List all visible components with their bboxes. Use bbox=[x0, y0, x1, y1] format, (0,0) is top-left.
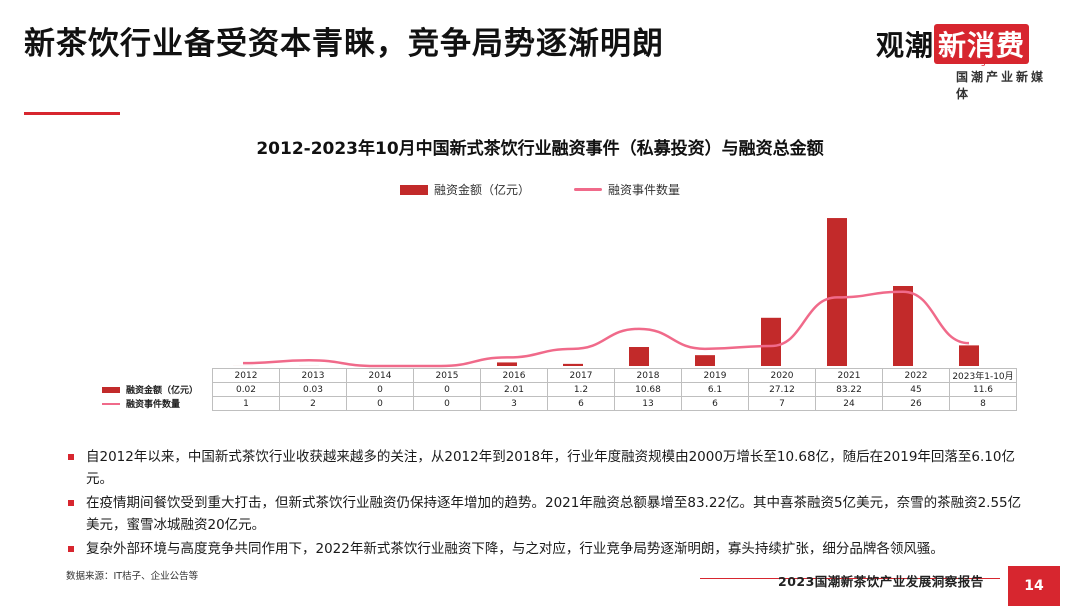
legend-item-amount: 融资金额（亿元） bbox=[400, 181, 530, 198]
bar-2022 bbox=[893, 286, 913, 366]
bullet-text: 复杂外部环境与高度竞争共同作用下，2022年新式茶饮行业融资下降，与之对应，行业… bbox=[86, 541, 944, 557]
bullet-text: 在疫情期间餐饮受到重大打击，但新式茶饮行业融资仍保持逐年增加的趋势。2021年融… bbox=[86, 495, 1022, 533]
table-row-label: 融资金额（亿元） bbox=[126, 386, 199, 396]
table-cell: 2017 bbox=[547, 368, 615, 383]
page-number: 14 bbox=[1008, 566, 1060, 606]
footer-divider bbox=[700, 578, 1000, 579]
table-cell: 2015 bbox=[413, 368, 481, 383]
table-cell: 26 bbox=[882, 396, 950, 411]
table-cell: 2023年1-10月 bbox=[949, 368, 1017, 383]
table-cell: 1 bbox=[212, 396, 280, 411]
table-cell: 6 bbox=[681, 396, 749, 411]
logo-text-b: 新消费 bbox=[934, 24, 1030, 64]
table-corner bbox=[96, 369, 213, 383]
table-cell: 6 bbox=[547, 396, 615, 411]
table-row-head-count: 融资事件数量 bbox=[96, 397, 213, 411]
line-series-count bbox=[242, 290, 970, 368]
table-cell: 2019 bbox=[681, 368, 749, 383]
logo-wordmark: 观潮 新消费 bbox=[876, 24, 1030, 64]
legend-label-amount: 融资金额（亿元） bbox=[434, 183, 531, 197]
table-cell: 2012 bbox=[212, 368, 280, 383]
table-cell: 0 bbox=[346, 396, 414, 411]
bar-2019 bbox=[695, 355, 715, 366]
table-swatch-bar bbox=[102, 386, 120, 393]
bullet-list: 自2012年以来，中国新式茶饮行业收获越来越多的关注，从2012年到2018年，… bbox=[68, 446, 1028, 562]
table-cell: 45 bbox=[882, 382, 950, 397]
table-row-count: 融资事件数量 1 2 0 0 3 6 13 6 7 24 26 8 bbox=[96, 396, 1017, 411]
bar-2016 bbox=[497, 362, 517, 366]
table-swatch-line bbox=[102, 402, 120, 405]
bar-2020 bbox=[761, 317, 781, 366]
bullet-item: 复杂外部环境与高度竞争共同作用下，2022年新式茶饮行业融资下降，与之对应，行业… bbox=[68, 538, 1028, 560]
report-name: 2023国潮新茶饮产业发展洞察报告 bbox=[778, 574, 984, 589]
bullet-marker bbox=[68, 500, 74, 506]
table-cell: 2013 bbox=[279, 368, 347, 383]
legend-label-count: 融资事件数量 bbox=[608, 183, 681, 197]
data-source: 数据来源：IT桔子、企业公告等 bbox=[66, 571, 199, 582]
chart-title: 2012-2023年10月中国新式茶饮行业融资事件（私募投资）与融资总金额 bbox=[256, 139, 824, 159]
legend-item-count: 融资事件数量 bbox=[574, 181, 680, 198]
table-cell: 3 bbox=[480, 396, 548, 411]
legend-swatch-bar bbox=[400, 184, 428, 195]
table-cell: 0 bbox=[346, 382, 414, 397]
table-cell: 0.03 bbox=[279, 382, 347, 397]
page-title: 新茶饮行业备受资本青睐，竞争局势逐渐明朗 bbox=[24, 26, 664, 62]
table-cell: 2021 bbox=[815, 368, 883, 383]
bullet-marker bbox=[68, 454, 74, 460]
logo-tagline: 国潮产业新媒体 bbox=[956, 70, 1047, 101]
bar-2021 bbox=[827, 218, 847, 366]
table-cell: 1.2 bbox=[547, 382, 615, 397]
table-cell: 2022 bbox=[882, 368, 950, 383]
table-cell: 2.01 bbox=[480, 382, 548, 397]
table-cell: 11.6 bbox=[949, 382, 1017, 397]
table-cell: 2 bbox=[279, 396, 347, 411]
table-cell: 6.1 bbox=[681, 382, 749, 397]
bullet-item: 在疫情期间餐饮受到重大打击，但新式茶饮行业融资仍保持逐年增加的趋势。2021年融… bbox=[68, 492, 1028, 536]
chart-legend: 融资金额（亿元） 融资事件数量 bbox=[400, 181, 724, 198]
table-cell: 24 bbox=[815, 396, 883, 411]
table-cell: 10.68 bbox=[614, 382, 682, 397]
bar-2023年1-10月 bbox=[959, 345, 979, 366]
table-cell: 0 bbox=[413, 396, 481, 411]
bullet-text: 自2012年以来，中国新式茶饮行业收获越来越多的关注，从2012年到2018年，… bbox=[86, 449, 1015, 487]
table-cell: 0 bbox=[413, 382, 481, 397]
bullet-marker bbox=[68, 546, 74, 552]
table-row-amount: 融资金额（亿元） 0.02 0.03 0 0 2.01 1.2 10.68 6.1 27.12 83… bbox=[96, 382, 1017, 397]
logo-domain: tidesight.com bbox=[948, 57, 1019, 67]
table-cell: 2016 bbox=[480, 368, 548, 383]
table-cell: 8 bbox=[949, 396, 1017, 411]
table-cell: 2020 bbox=[748, 368, 816, 383]
table-row-label: 融资事件数量 bbox=[126, 400, 181, 410]
table-cell: 27.12 bbox=[748, 382, 816, 397]
bar-2018 bbox=[629, 347, 649, 366]
table-cell: 7 bbox=[748, 396, 816, 411]
table-cell: 83.22 bbox=[815, 382, 883, 397]
logo-text-a: 观潮 bbox=[876, 29, 935, 62]
bar-2017 bbox=[563, 363, 583, 366]
bullet-item: 自2012年以来，中国新式茶饮行业收获越来越多的关注，从2012年到2018年，… bbox=[68, 446, 1028, 490]
brand-logo: 观潮 新消费 tidesight.com 国潮产业新媒体 bbox=[876, 24, 1056, 101]
table-cell: 13 bbox=[614, 396, 682, 411]
chart-data-table: 2012 2013 2014 2015 2016 2017 2018 2019 2020 2021… bbox=[96, 368, 1017, 411]
table-cell: 2014 bbox=[346, 368, 414, 383]
title-underline bbox=[24, 112, 120, 115]
table-cell: 2018 bbox=[614, 368, 682, 383]
table-header-row: 2012 2013 2014 2015 2016 2017 2018 2019 2020 2021… bbox=[96, 368, 1017, 383]
table-cell: 0.02 bbox=[212, 382, 280, 397]
table-row-head-amount: 融资金额（亿元） bbox=[96, 383, 213, 397]
legend-swatch-line bbox=[574, 188, 603, 191]
